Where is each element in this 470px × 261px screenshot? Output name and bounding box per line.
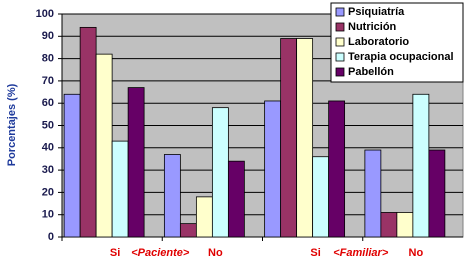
legend-swatch [335,22,345,32]
y-axis-label: Porcentajes (%) [6,83,18,166]
bar [312,156,330,238]
group-label: <Paciente> [131,247,190,259]
bar [179,223,197,238]
y-tick-label: 80 [42,53,54,65]
y-tick-label: 50 [42,119,54,131]
bar [227,160,245,238]
bar [111,140,129,238]
bar [127,87,145,238]
y-tick-label: 40 [42,142,54,154]
bar [428,149,446,238]
legend-label: Laboratorio [348,36,409,48]
legend-swatch [335,52,345,62]
bar [396,212,414,238]
bar [63,93,81,238]
bar [296,38,314,238]
bar [364,149,382,238]
legend-swatch [335,37,345,47]
y-tick-label: 0 [48,231,54,243]
group-label: <Familiar> [333,247,389,259]
y-tick-label: 20 [42,186,54,198]
legend-swatch [335,67,345,77]
bar [380,212,398,238]
y-tick-label: 90 [42,30,54,42]
bar [163,154,181,238]
bar [95,53,113,238]
bar [195,196,213,238]
x-tick-label: No [409,247,424,259]
x-tick-label: Si [110,247,120,259]
bar [264,100,282,238]
y-tick-label: 10 [42,209,54,221]
legend-label: Nutrición [348,21,397,33]
y-tick-label: 30 [42,164,54,176]
bar [79,26,97,238]
bar [211,107,229,238]
legend-box [330,2,464,83]
legend-label: Psiquiatría [348,6,405,18]
x-tick-label: Si [310,247,320,259]
bar [280,38,298,238]
legend-swatch [335,7,345,17]
legend-label: Pabellón [348,66,394,78]
y-tick-label: 70 [42,75,54,87]
y-tick-label: 100 [36,8,54,20]
legend-label: Terapia ocupacional [348,51,454,63]
y-tick-label: 60 [42,97,54,109]
bar [412,93,430,238]
x-tick-label: No [208,247,223,259]
bar [328,100,346,238]
